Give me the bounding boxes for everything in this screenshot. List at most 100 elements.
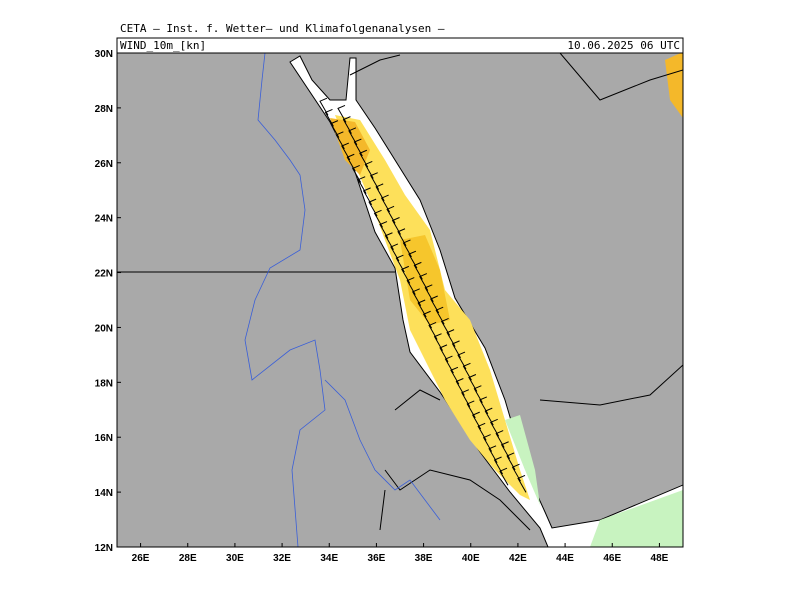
- wind-barb: [337, 104, 347, 123]
- wind-barb: [391, 217, 401, 235]
- wind-barb: [368, 198, 378, 217]
- wind-barb: [412, 288, 422, 307]
- lat-label: 16N: [95, 433, 113, 444]
- map: [116, 52, 684, 548]
- lat-label: 20N: [95, 323, 113, 334]
- wind-barb: [490, 418, 500, 437]
- wind-barb: [353, 138, 363, 157]
- wind-barb: [466, 400, 476, 419]
- wind-barb: [370, 172, 380, 190]
- wind-barb: [500, 441, 511, 460]
- wind-barb: [397, 228, 407, 246]
- lon-label: 28E: [179, 553, 197, 564]
- lon-label: 46E: [603, 553, 621, 564]
- wind-barb: [488, 445, 498, 464]
- wind-barb: [330, 120, 340, 138]
- wind-barb: [395, 254, 405, 273]
- wind-barb: [357, 176, 367, 194]
- wind-barb: [506, 452, 516, 471]
- wind-barb: [419, 273, 429, 291]
- wind-barb: [455, 378, 465, 396]
- wind-barb: [482, 434, 493, 452]
- wind-barb: [422, 310, 433, 329]
- wind-barb: [472, 411, 482, 430]
- lon-label: 42E: [509, 553, 527, 564]
- wind-barb: [444, 355, 454, 374]
- lat-label: 14N: [95, 488, 113, 499]
- wind-barb: [408, 250, 418, 269]
- wind-barb: [341, 142, 351, 161]
- rivers: [244, 53, 441, 547]
- wind-barb: [379, 221, 389, 239]
- wind-barb: [342, 116, 352, 134]
- wind-barb: [517, 474, 527, 493]
- wind-barb: [417, 299, 427, 318]
- wind-barb: [335, 131, 345, 150]
- lat-label: 28N: [95, 104, 113, 115]
- lat-label: 12N: [95, 543, 113, 554]
- lat-label: 18N: [95, 378, 113, 389]
- wind-barb: [479, 396, 489, 415]
- lon-label: 34E: [320, 553, 338, 564]
- lat-label: 30N: [95, 49, 113, 60]
- wind-barb: [468, 374, 478, 392]
- wind-barb: [462, 362, 472, 381]
- wind-barb: [477, 422, 487, 441]
- wind-barb: [435, 306, 445, 325]
- lon-label: 26E: [132, 553, 150, 564]
- wind-orange: [665, 53, 683, 118]
- wind-barb: [319, 97, 329, 116]
- wind-barb: [348, 127, 358, 146]
- time-label: 10.06.2025 06 UTC: [567, 39, 680, 52]
- lon-label: 32E: [273, 553, 291, 564]
- wind-barb: [493, 456, 503, 475]
- wind-barb: [424, 284, 434, 303]
- borders: [349, 53, 683, 531]
- lon-label: 36E: [368, 553, 386, 564]
- lon-label: 38E: [415, 553, 433, 564]
- wind-barb: [359, 149, 369, 168]
- wind-barb: [511, 463, 521, 482]
- wind-green: [590, 490, 683, 547]
- wind-barb: [457, 351, 467, 370]
- frame: [116, 52, 684, 548]
- lat-label: 26N: [95, 159, 113, 170]
- wind-barb: [375, 183, 385, 202]
- wind-barb: [402, 239, 412, 258]
- wind-barb: [346, 153, 356, 172]
- wind-barb: [450, 366, 460, 385]
- header-title: CETA – Inst. f. Wetter– und Klimafolgena…: [120, 22, 445, 35]
- wind-barb: [433, 333, 443, 351]
- wind-barb: [352, 165, 362, 183]
- wind-barb: [384, 232, 394, 250]
- wind-barb: [451, 340, 461, 359]
- wind-barb: [484, 407, 494, 426]
- lon-label: 40E: [462, 553, 480, 564]
- wind-barb: [461, 389, 471, 407]
- lon-label: 44E: [556, 553, 574, 564]
- wind-barb: [439, 344, 449, 363]
- wind-barb: [362, 187, 373, 206]
- wind-barb: [364, 161, 374, 179]
- wind-barb: [428, 321, 438, 340]
- wind-barb: [380, 194, 391, 213]
- lon-label: 48E: [651, 553, 669, 564]
- wind-barb: [499, 467, 509, 486]
- lat-label: 22N: [95, 269, 113, 280]
- wind-barb: [473, 385, 483, 403]
- wind-barb: [406, 277, 416, 295]
- wind-orange: [400, 235, 450, 325]
- wind-barbs: [319, 97, 527, 493]
- field-label: WIND_10m_[kn]: [120, 39, 206, 52]
- wind-barb: [413, 261, 423, 280]
- wind-green: [505, 415, 540, 505]
- wind-barb: [495, 430, 505, 448]
- wind-barb: [373, 209, 383, 228]
- wind-barb: [390, 243, 400, 262]
- wind-barb: [440, 317, 451, 336]
- lon-label: 30E: [226, 553, 244, 564]
- wind-barb: [324, 108, 334, 127]
- wind-barb: [446, 329, 456, 347]
- wind-barb: [401, 265, 411, 284]
